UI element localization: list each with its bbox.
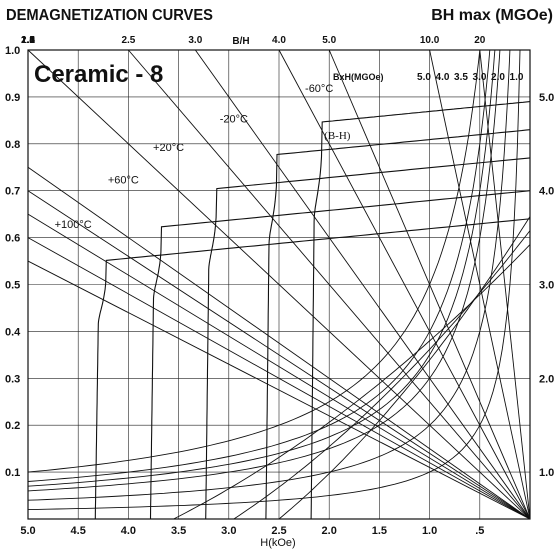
- bxh-hyperbola: [27, 49, 521, 511]
- bh-normal-curve: [173, 244, 531, 520]
- chart-title: DEMAGNETIZATION CURVES: [6, 6, 213, 24]
- y-tick-label: 0.9: [5, 92, 20, 104]
- x-axis-label: H(kOe): [260, 537, 295, 549]
- bh-ratio-label: 2.5: [121, 35, 135, 46]
- curve-temperature-label: -60°C: [305, 83, 333, 95]
- curve-temperature-label: -20°C: [220, 114, 248, 126]
- bh-ratio-label: 1.1: [21, 35, 35, 46]
- y-tick-label: 0.2: [5, 420, 20, 432]
- x-tick-label: .5: [475, 525, 484, 537]
- bh-ratio-line: [27, 213, 531, 520]
- bxh-hyperbola: [27, 49, 496, 487]
- bxh-hyperbola-label: 5.0: [417, 72, 431, 83]
- bxh-hyperbola: [27, 49, 491, 482]
- demag-curve: [94, 218, 531, 520]
- x-tick-label: 3.5: [171, 525, 186, 537]
- right-tick-label: 3.0: [539, 280, 554, 292]
- bxh-hyperbola-label: 3.5: [454, 72, 468, 83]
- bh-ratio-line: [27, 166, 531, 520]
- x-tick-label: 4.0: [121, 525, 136, 537]
- plot-frame: [27, 49, 531, 520]
- y-tick-label: 0.5: [5, 280, 20, 292]
- y-tick-label: 0.1: [5, 467, 20, 479]
- bxh-hyperbola-label: 1.0: [510, 72, 524, 83]
- bh-ratio-label: 10.0: [420, 35, 440, 46]
- bh-ratio-line: [194, 49, 531, 520]
- y-tick-label: 1.0: [5, 45, 20, 57]
- bh-ratio-label: 1.3: [21, 35, 35, 46]
- tick-labels: 5.0 4.5 4.0 3.5 3.0 2.5 2.0 1.5 1.0 .5 0.1 0.2 0.3 0.…: [5, 45, 554, 537]
- bh-ratio-label: 4.0: [272, 35, 286, 46]
- y-tick-label: 0.7: [5, 186, 20, 198]
- bh-ratio-label: 20: [474, 35, 486, 46]
- curve-temperature-label: +100°C: [55, 219, 92, 231]
- bh-ratio-line: [278, 49, 531, 520]
- bh-ratio-line: [27, 49, 531, 520]
- annotations: -60°C -20°C +20°C +60°C +100°C (B-H): [55, 83, 351, 231]
- bxh-hyperbola-label: 2.0: [491, 72, 505, 83]
- demag-curve: [205, 157, 531, 520]
- x-tick-label: 2.5: [271, 525, 286, 537]
- bxh-hyperbolas: 5.0 4.0 3.5 3.0 2.0 1.0: [27, 49, 524, 511]
- bh-ratio-line: [128, 49, 531, 520]
- right-title: BH max (MGOe): [431, 7, 553, 24]
- material-label: Ceramic - 8: [34, 61, 163, 88]
- right-tick-label: 5.0: [539, 92, 554, 104]
- x-tick-label: 3.0: [221, 525, 236, 537]
- y-tick-label: 0.4: [5, 326, 21, 338]
- x-tick-label: 4.5: [71, 525, 86, 537]
- curve-temperature-label: +60°C: [108, 175, 139, 187]
- right-tick-label: 1.0: [539, 467, 554, 479]
- right-tick-label: 4.0: [539, 186, 554, 198]
- bh-ratio-line: [27, 260, 531, 520]
- y-tick-label: 0.6: [5, 233, 20, 245]
- demag-curve: [265, 129, 531, 520]
- x-tick-label: 1.5: [372, 525, 387, 537]
- curve-temperature-label: +20°C: [153, 142, 184, 154]
- bxh-label: BxH(MGOe): [333, 72, 384, 82]
- bxh-hyperbola: [27, 49, 501, 492]
- demag-curve: [149, 190, 531, 520]
- bh-ratio-line: [27, 190, 531, 520]
- bxh-hyperbola-label: 4.0: [436, 72, 450, 83]
- bxh-hyperbola: [27, 49, 511, 501]
- bxh-hyperbola-label: 3.0: [473, 72, 487, 83]
- bh-ratio-label: 3.0: [188, 35, 202, 46]
- bh-normal-curve: [233, 230, 531, 520]
- bh-ratio-label: 1.2: [21, 35, 35, 46]
- demag-curve: [310, 101, 531, 520]
- x-tick-label: 1.0: [422, 525, 437, 537]
- bxh-hyperbola: [27, 49, 481, 473]
- bh-curve-label: (B-H): [324, 130, 351, 142]
- right-tick-label: 2.0: [539, 373, 554, 385]
- bh-ratio-line: [27, 237, 531, 520]
- bh-ratio-line: [429, 49, 531, 520]
- y-tick-label: 0.3: [5, 373, 20, 385]
- bh-ratio-label: 2.0: [21, 35, 35, 46]
- bh-normal-curve: [278, 216, 531, 520]
- bh-ratio-label: 1.5: [21, 35, 35, 46]
- bh-over-h-label: B/H: [232, 36, 249, 47]
- x-tick-label: 2.0: [322, 525, 337, 537]
- demag-curves: [94, 101, 531, 520]
- bh-ratio-label: 1.4: [21, 35, 35, 46]
- y-tick-label: 0.8: [5, 139, 20, 151]
- x-tick-label: 5.0: [20, 525, 35, 537]
- bh-ratio-lines: 1.11.21.31.41.52.0 2.5 3.0 4.0 5.0 10.0 20: [21, 35, 531, 520]
- bh-ratio-label: 5.0: [322, 35, 336, 46]
